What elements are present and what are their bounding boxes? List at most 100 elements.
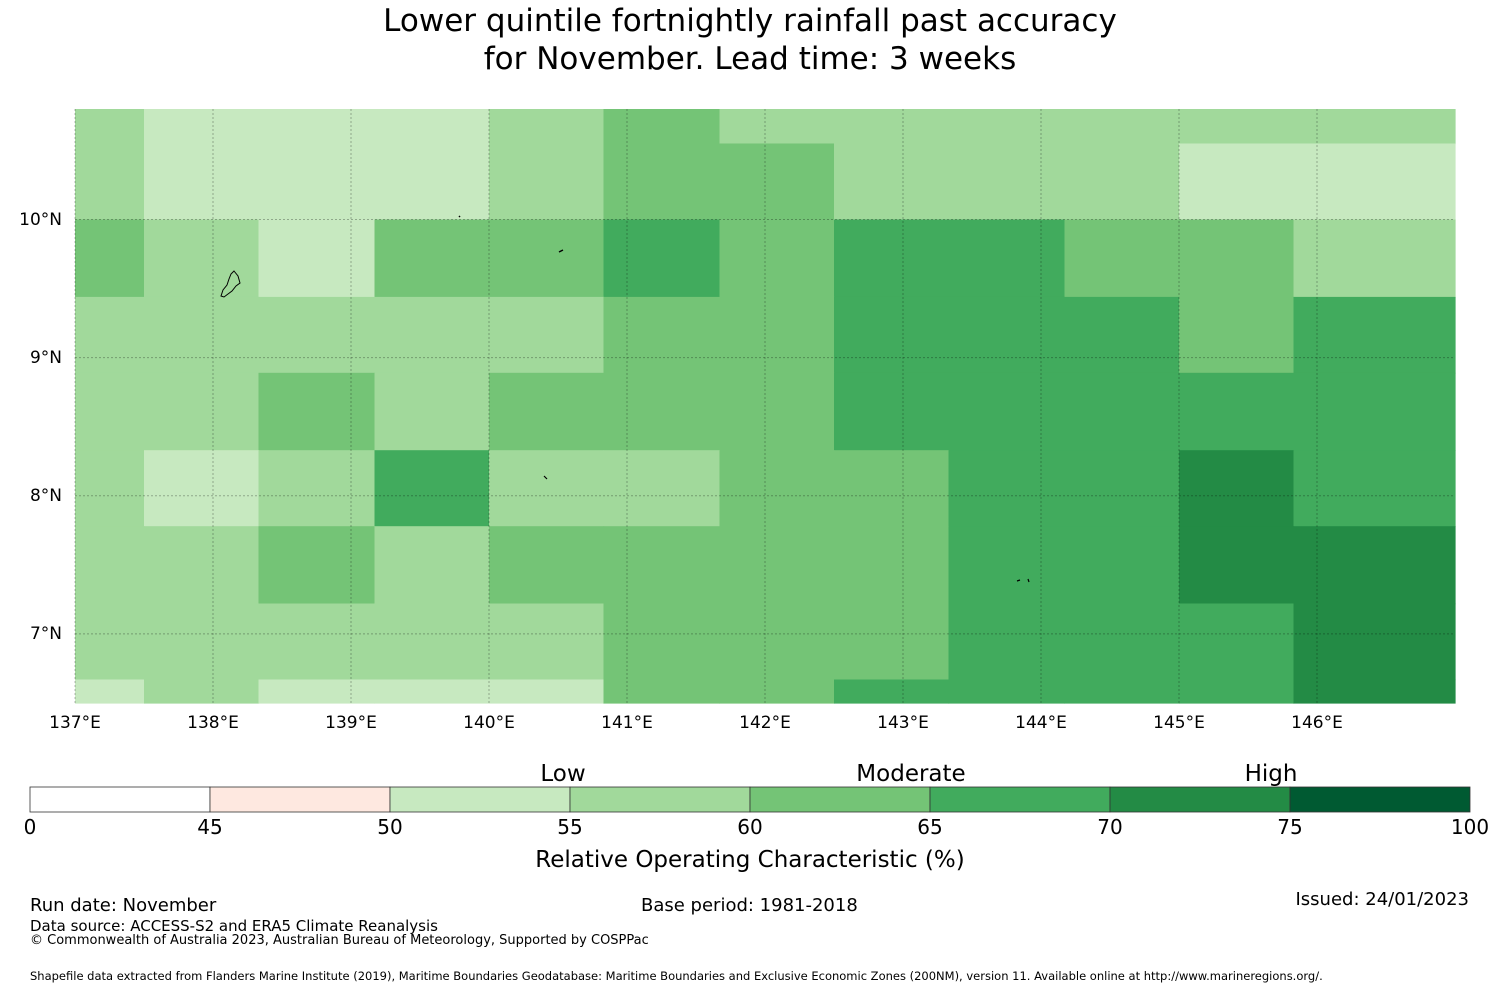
map-cell	[948, 679, 1065, 704]
copyright: © Commonwealth of Australia 2023, Austra…	[30, 933, 649, 948]
map-cell	[489, 372, 605, 451]
latitude-tick-label: 8°N	[29, 485, 62, 506]
longitude-tick-label: 142°E	[739, 713, 791, 733]
map-cell	[489, 143, 605, 221]
colorbar-tick-label: 65	[917, 815, 943, 839]
map-cell	[834, 372, 950, 451]
map-cell	[834, 109, 950, 145]
map-cell	[1064, 450, 1180, 527]
map-cell	[75, 372, 145, 451]
map-cell	[1293, 526, 1456, 605]
colorbar-tick-label: 55	[557, 815, 583, 839]
map-cell	[144, 109, 260, 145]
longitude-tick-label: 140°E	[463, 713, 515, 733]
colorbar-tick-label: 100	[1450, 815, 1490, 839]
map-cell	[603, 219, 720, 298]
map-cell	[834, 450, 950, 527]
map-cell	[75, 143, 145, 221]
map-cell	[75, 679, 145, 704]
map-cell	[258, 296, 375, 374]
map-cell	[603, 109, 720, 145]
map-cell	[374, 679, 490, 704]
map-cell	[258, 526, 375, 605]
map-cell	[1293, 219, 1456, 298]
map-cell	[1064, 109, 1180, 145]
map-cell	[1293, 109, 1456, 145]
map-cell	[834, 296, 950, 374]
map-cell	[1179, 526, 1295, 605]
map-cell	[1064, 526, 1180, 605]
map-cell	[603, 296, 720, 374]
map-cell	[258, 603, 375, 681]
map-cell	[258, 679, 375, 704]
map-cell	[258, 219, 375, 298]
map-cell	[374, 526, 490, 605]
shapefile-credit: Shapefile data extracted from Flanders M…	[30, 969, 1323, 983]
map-cell	[374, 603, 490, 681]
map-cell	[489, 109, 605, 145]
category-label-moderate: Moderate	[856, 761, 966, 787]
map-cell	[374, 296, 490, 374]
map-cell	[75, 219, 145, 298]
map-cell	[1293, 603, 1456, 681]
map-cell	[603, 143, 720, 221]
map-cell	[834, 526, 950, 605]
map-cell	[489, 526, 605, 605]
category-label-low: Low	[540, 761, 586, 787]
colorbar-label: Relative Operating Characteristic (%)	[535, 847, 965, 873]
map-cell	[489, 296, 605, 374]
map-cell	[834, 219, 950, 298]
map-cell	[489, 219, 605, 298]
map-cell	[1179, 219, 1295, 298]
map-cell	[1064, 296, 1180, 374]
longitude-tick-label: 145°E	[1153, 713, 1205, 733]
map-cell	[1293, 679, 1456, 704]
chart-title-line-1: Lower quintile fortnightly rainfall past…	[383, 3, 1117, 39]
map-cell	[144, 296, 260, 374]
map-cell	[374, 109, 490, 145]
map-cell	[719, 372, 835, 451]
latitude-tick-label: 9°N	[29, 347, 62, 368]
longitude-tick-label: 141°E	[601, 713, 653, 733]
map-cell	[374, 372, 490, 451]
map-cell	[144, 143, 260, 221]
colorbar-tick-label: 0	[23, 815, 37, 839]
map-cell	[719, 296, 835, 374]
map-cell	[1293, 296, 1456, 374]
map-cell	[603, 372, 720, 451]
map-cell	[719, 219, 835, 298]
map-cell	[1179, 450, 1295, 527]
map-cell	[603, 603, 720, 681]
map-cell	[719, 109, 835, 145]
map-cell	[948, 219, 1065, 298]
map-cell	[1064, 143, 1180, 221]
map-cell	[719, 526, 835, 605]
map-cell	[75, 603, 145, 681]
map-cell	[489, 450, 605, 527]
map-cell	[1179, 109, 1295, 145]
colorbar-tick-label: 60	[737, 815, 763, 839]
issued-date: Issued: 24/01/2023	[1295, 889, 1469, 910]
map-cell	[374, 219, 490, 298]
map-cell	[75, 296, 145, 374]
island-outline-ifalik	[1016, 578, 1030, 583]
map-cell	[834, 143, 950, 221]
map-cell	[948, 603, 1065, 681]
map-cell	[719, 679, 835, 704]
category-label-high: High	[1244, 761, 1298, 787]
map-cell	[75, 109, 145, 145]
map-cell	[948, 372, 1065, 451]
island-outlines	[220, 215, 1030, 583]
map-cell	[603, 679, 720, 704]
map-cell	[834, 679, 950, 704]
island-outline-sorol	[543, 475, 548, 480]
map-cell	[1293, 372, 1456, 451]
map-cell	[834, 603, 950, 681]
map-cell	[1179, 679, 1295, 704]
map-cell	[75, 526, 145, 605]
map-cell	[75, 450, 145, 527]
latitude-tick-label: 7°N	[29, 623, 62, 644]
longitude-tick-label: 139°E	[325, 713, 377, 733]
latitude-tick-label: 10°N	[19, 209, 62, 230]
